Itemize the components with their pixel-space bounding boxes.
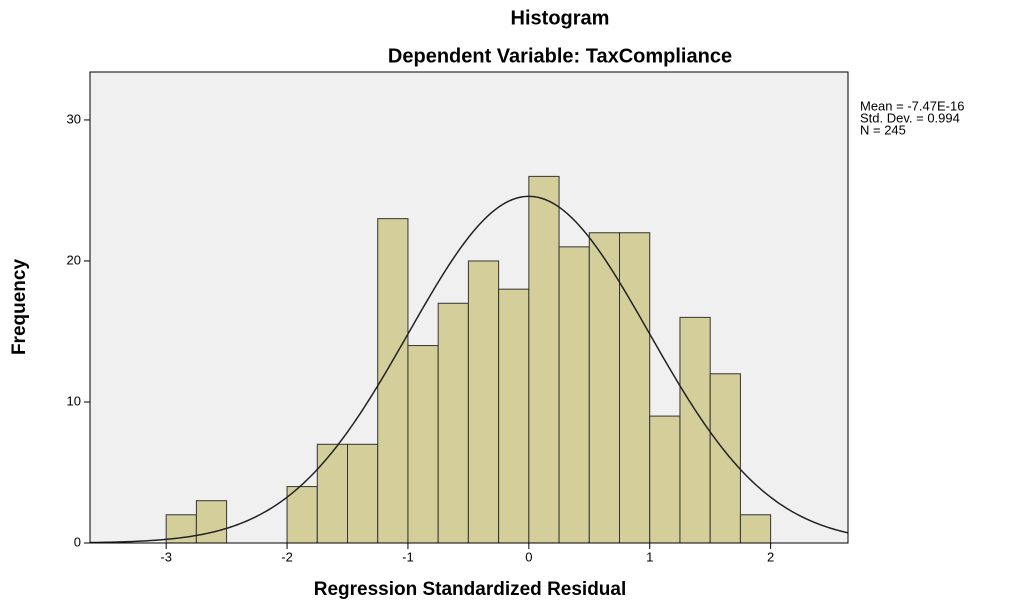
bar <box>588 232 621 544</box>
bar <box>679 316 711 544</box>
bar <box>619 232 651 544</box>
chart-title: Histogram <box>511 7 610 29</box>
bar <box>498 288 530 544</box>
y-tick-label: 10 <box>67 393 81 408</box>
stat-label: N = 245 <box>860 122 906 137</box>
x-axis-label: Regression Standardized Residual <box>314 579 627 600</box>
bar <box>739 514 772 544</box>
stat-label: Std. Dev. = 0.994 <box>860 110 960 125</box>
bar <box>407 345 439 544</box>
x-tick-label: 0 <box>525 549 532 564</box>
x-tick-label: -1 <box>402 549 414 564</box>
bar <box>437 302 469 544</box>
bar <box>195 500 228 544</box>
x-tick-label: 2 <box>767 549 774 564</box>
x-tick-label: 1 <box>646 549 653 564</box>
bar <box>528 175 560 544</box>
bar <box>467 260 500 544</box>
x-tick-label: -2 <box>281 549 293 564</box>
y-tick-label: 20 <box>67 252 81 267</box>
bar <box>558 246 590 544</box>
bar <box>709 373 741 544</box>
y-tick-label: 30 <box>67 111 81 126</box>
bar <box>649 415 681 544</box>
x-tick-label: -3 <box>160 549 172 564</box>
y-tick-label: 0 <box>74 534 81 549</box>
chart-subtitle: Dependent Variable: TaxCompliance <box>388 45 732 67</box>
normal-curve <box>89 195 849 544</box>
bar <box>347 443 379 544</box>
plot-border <box>89 71 849 544</box>
stat-label: Mean = -7.47E-16 <box>860 98 964 113</box>
bar <box>377 218 409 544</box>
bar <box>286 486 318 544</box>
bar <box>316 443 349 544</box>
y-axis-label: Frequency <box>9 259 30 356</box>
